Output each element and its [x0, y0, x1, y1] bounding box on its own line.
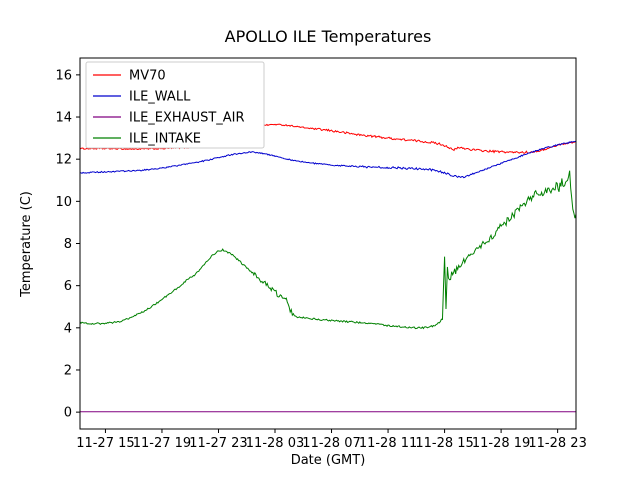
x-tick-label: 11-27 15 [76, 436, 134, 451]
legend-label-ile_wall: ILE_WALL [129, 90, 191, 105]
x-axis-label: Date (GMT) [291, 453, 366, 468]
x-tick-label: 11-28 23 [528, 436, 586, 451]
y-axis-label: Temperature (C) [19, 191, 34, 298]
y-tick-label: 10 [55, 195, 72, 210]
chart-title: APOLLO ILE Temperatures [225, 27, 432, 46]
legend-label-mv70: MV70 [129, 69, 166, 84]
series-line-mv70 [80, 123, 576, 154]
y-tick-label: 12 [55, 153, 72, 168]
y-tick-label: 8 [64, 237, 72, 252]
x-tick-label: 11-28 03 [246, 436, 304, 451]
y-tick-label: 0 [64, 406, 72, 421]
x-tick-label: 11-28 19 [472, 436, 530, 451]
series-line-ile_intake [80, 170, 576, 330]
x-tick-label: 11-28 15 [415, 436, 473, 451]
y-tick-label: 16 [55, 68, 72, 83]
x-tick-label: 11-27 19 [133, 436, 191, 451]
x-tick-label: 11-28 11 [359, 436, 417, 451]
y-tick-label: 6 [64, 279, 72, 294]
y-tick-label: 2 [64, 363, 72, 378]
x-tick-label: 11-27 23 [189, 436, 247, 451]
legend-label-ile_exhaust_air: ILE_EXHAUST_AIR [129, 111, 245, 126]
series-group [80, 123, 576, 413]
legend-label-ile_intake: ILE_INTAKE [129, 132, 201, 147]
legend-box [85, 61, 265, 149]
legend: MV70 ILE_WALL ILE_EXHAUST_AIR ILE_INTAKE [85, 61, 265, 149]
y-tick-label: 14 [55, 111, 72, 126]
series-line-ile_wall [80, 140, 576, 179]
y-tick-label: 4 [64, 321, 72, 336]
x-tick-label: 11-28 07 [302, 436, 360, 451]
